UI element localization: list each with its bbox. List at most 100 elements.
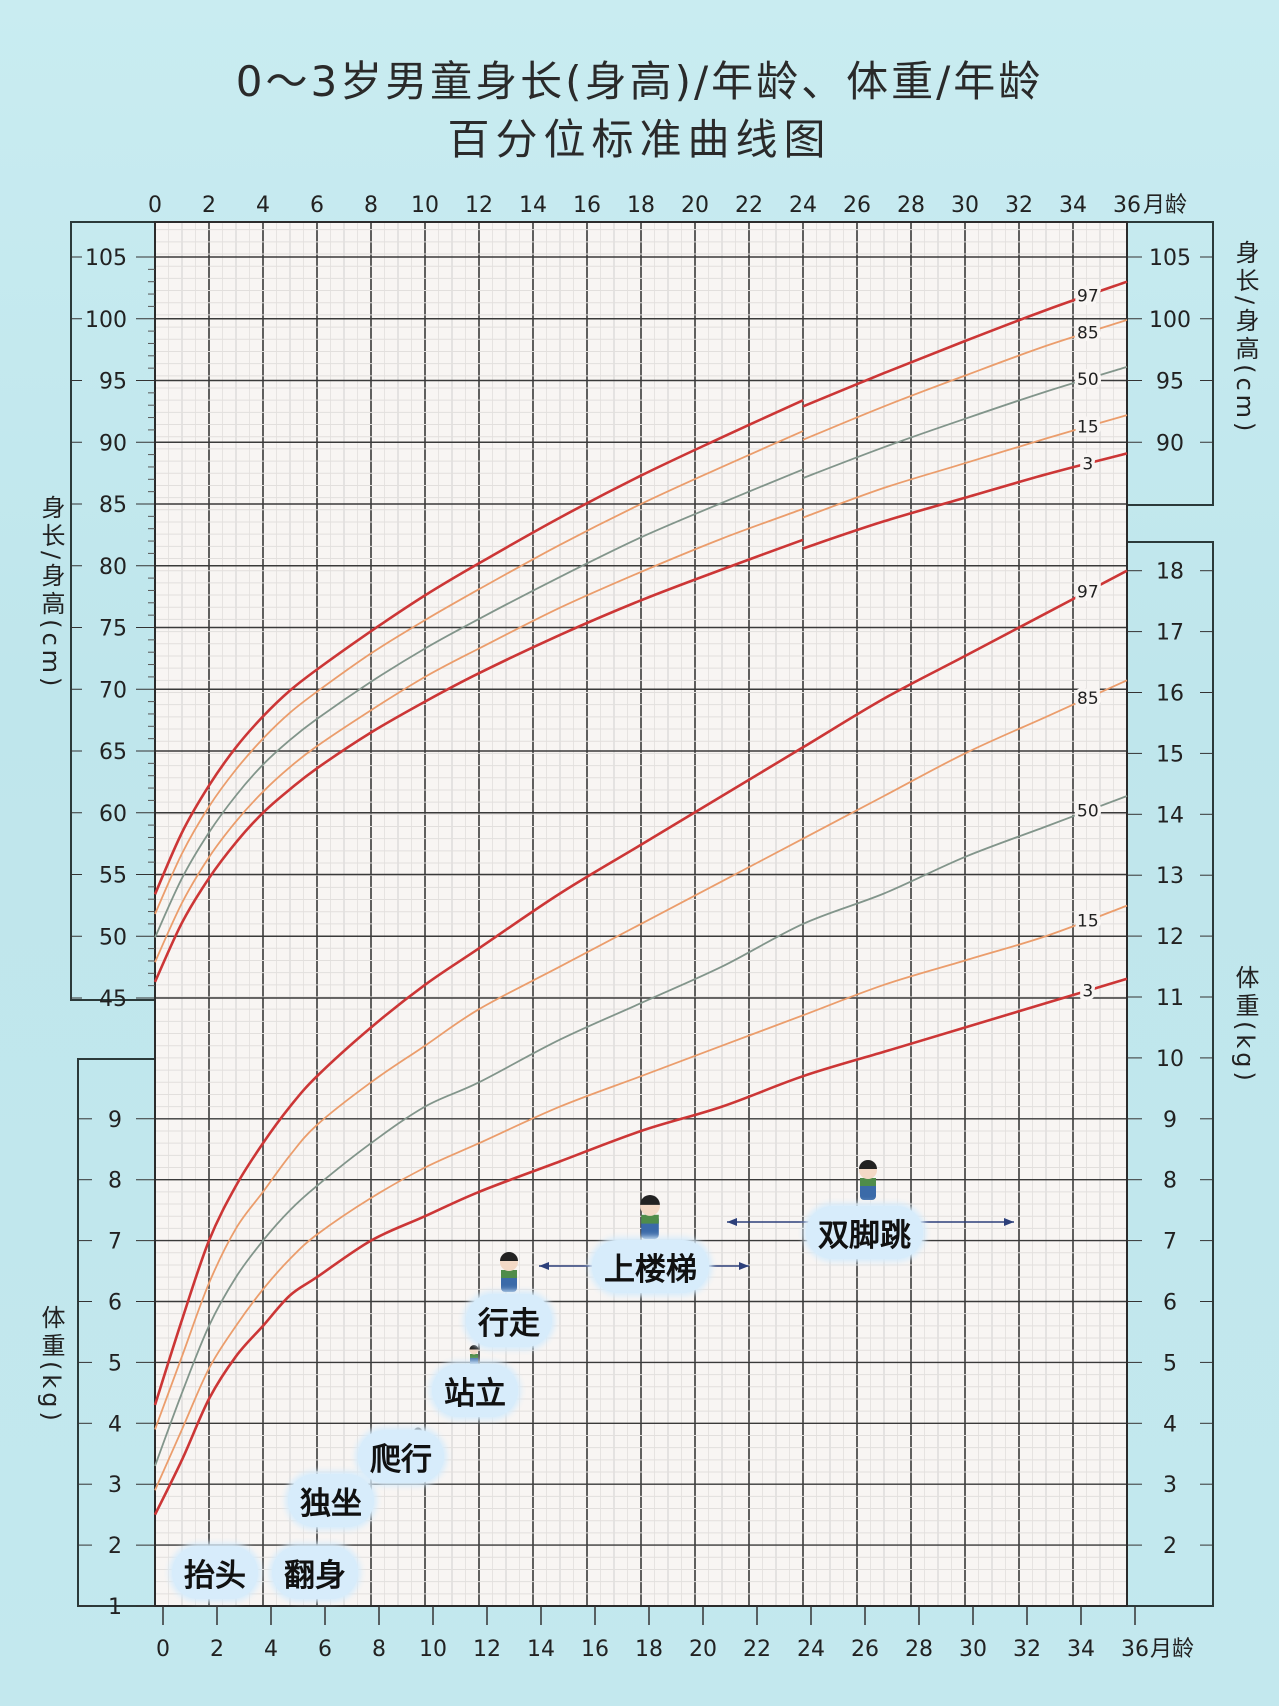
height-tick-label-left: 85 bbox=[99, 493, 127, 518]
weight-percentile-label-p15: 15 bbox=[1077, 911, 1099, 931]
height-tick-label-left: 65 bbox=[99, 740, 127, 765]
weight-curve-p3 bbox=[153, 977, 1128, 1516]
weight-tick-label-right: 2 bbox=[1163, 1534, 1177, 1559]
weight-tick-label-left: 5 bbox=[108, 1351, 122, 1376]
weight-tick-label-left: 9 bbox=[108, 1108, 122, 1133]
x-tick-label-bottom: 10 bbox=[419, 1637, 447, 1662]
height-percentile-label-p50: 50 bbox=[1077, 370, 1099, 390]
weight-tick-label-right: 5 bbox=[1163, 1351, 1177, 1376]
child-figure-shirt-icon bbox=[470, 1354, 478, 1358]
weight-tick-label-right: 3 bbox=[1163, 1473, 1177, 1498]
x-tick-label-bottom: 0 bbox=[156, 1637, 170, 1662]
height-tick-label-left: 70 bbox=[99, 678, 127, 703]
weight-tick-label-left: 1 bbox=[108, 1595, 122, 1620]
weight-curve-p85 bbox=[154, 679, 1128, 1430]
milestone-head-up: 抬头 bbox=[172, 1546, 258, 1599]
x-tick-label-top: 18 bbox=[627, 193, 655, 218]
height-tick-label-left: 60 bbox=[99, 802, 127, 827]
height-tick-label-right: 105 bbox=[1149, 246, 1191, 271]
x-tick-label-bottom: 6 bbox=[318, 1637, 332, 1662]
x-tick-label-bottom: 26 bbox=[851, 1637, 879, 1662]
weight-tick-label-right: 6 bbox=[1163, 1291, 1177, 1316]
height-tick-label-left: 95 bbox=[99, 370, 127, 395]
weight-panel-left bbox=[77, 1058, 156, 1607]
child-figure-hair-icon bbox=[500, 1252, 518, 1261]
height-percentile-label-p85: 85 bbox=[1077, 324, 1099, 344]
height-tick-label-left: 45 bbox=[99, 987, 127, 1012]
height-tick-label-left: 75 bbox=[99, 617, 127, 642]
child-figure-shirt-icon bbox=[860, 1178, 876, 1186]
milestone-jump: 双脚跳 bbox=[806, 1206, 923, 1259]
x-tick-label-bottom: 18 bbox=[635, 1637, 663, 1662]
x-tick-label-top: 4 bbox=[256, 193, 270, 218]
weight-tick-label-right: 17 bbox=[1156, 621, 1184, 646]
arrow-head-left-icon bbox=[727, 1218, 737, 1226]
milestone-walk: 行走 bbox=[466, 1294, 552, 1347]
height-curve-p97 bbox=[153, 399, 804, 895]
x-tick-label-top: 8 bbox=[364, 193, 378, 218]
x-tick-label-top: 12 bbox=[465, 193, 493, 218]
weight-tick-label-right: 4 bbox=[1163, 1412, 1177, 1437]
x-tick-label-bottom: 22 bbox=[743, 1637, 771, 1662]
milestone-stand: 站立 bbox=[432, 1364, 518, 1417]
height-axis-title-right: 身长/身高(cm) bbox=[1231, 240, 1259, 436]
weight-tick-label-right: 7 bbox=[1163, 1230, 1177, 1255]
weight-tick-label-left: 6 bbox=[108, 1291, 122, 1316]
arrow-head-right-icon bbox=[1004, 1218, 1014, 1226]
x-tick-label-top: 28 bbox=[897, 193, 925, 218]
height-tick-label-left: 105 bbox=[85, 246, 127, 271]
weight-curve-p97 bbox=[153, 569, 1128, 1406]
x-tick-label-top: 36 bbox=[1113, 193, 1141, 218]
weight-tick-label-left: 8 bbox=[108, 1169, 122, 1194]
weight-tick-label-right: 13 bbox=[1156, 864, 1184, 889]
weight-axis-title-right: 体重(kg) bbox=[1231, 965, 1259, 1085]
x-tick-label-top: 6 bbox=[310, 193, 324, 218]
x-tick-label-bottom: 16 bbox=[581, 1637, 609, 1662]
height-tick-label-right: 100 bbox=[1149, 308, 1191, 333]
x-tick-label-top: 32 bbox=[1005, 193, 1033, 218]
x-tick-label-bottom: 4 bbox=[264, 1637, 278, 1662]
height-curve-p50 bbox=[802, 366, 1128, 479]
height-tick-label-left: 50 bbox=[99, 925, 127, 950]
height-curve-p3 bbox=[802, 452, 1128, 550]
child-figure-hair-icon bbox=[469, 1345, 479, 1350]
milestone-roll-over: 翻身 bbox=[272, 1546, 358, 1599]
weight-tick-label-left: 7 bbox=[108, 1230, 122, 1255]
height-tick-label-left: 80 bbox=[99, 555, 127, 580]
x-tick-label-bottom: 28 bbox=[905, 1637, 933, 1662]
x-axis-unit-bottom: 月龄 bbox=[1150, 1637, 1194, 1662]
x-tick-label-top: 30 bbox=[951, 193, 979, 218]
milestone-crawl: 爬行 bbox=[358, 1430, 444, 1483]
x-tick-label-bottom: 30 bbox=[959, 1637, 987, 1662]
weight-tick-label-right: 11 bbox=[1156, 986, 1184, 1011]
x-tick-label-top: 10 bbox=[411, 193, 439, 218]
weight-curve-p50 bbox=[154, 795, 1128, 1467]
x-tick-label-bottom: 14 bbox=[527, 1637, 555, 1662]
weight-tick-label-right: 9 bbox=[1163, 1108, 1177, 1133]
height-tick-label-right: 95 bbox=[1156, 370, 1184, 395]
weight-tick-label-left: 4 bbox=[108, 1412, 122, 1437]
weight-tick-label-right: 18 bbox=[1156, 560, 1184, 585]
weight-tick-label-left: 2 bbox=[108, 1534, 122, 1559]
x-axis-unit-top: 月龄 bbox=[1143, 193, 1187, 218]
height-percentile-label-p3: 3 bbox=[1082, 455, 1093, 475]
x-tick-label-bottom: 36 bbox=[1121, 1637, 1149, 1662]
x-tick-label-bottom: 32 bbox=[1013, 1637, 1041, 1662]
arrow-head-right-icon bbox=[739, 1262, 749, 1270]
height-curve-p3 bbox=[153, 538, 804, 983]
weight-percentile-label-p85: 85 bbox=[1077, 689, 1099, 709]
chart-title-line1: 0～3岁男童身长(身高)/年龄、体重/年龄 bbox=[235, 57, 1044, 106]
height-tick-label-left: 90 bbox=[99, 431, 127, 456]
weight-tick-label-right: 16 bbox=[1156, 682, 1184, 707]
x-tick-label-top: 14 bbox=[519, 193, 547, 218]
x-tick-label-bottom: 8 bbox=[372, 1637, 386, 1662]
weight-tick-label-right: 12 bbox=[1156, 925, 1184, 950]
weight-tick-label-right: 8 bbox=[1163, 1169, 1177, 1194]
weight-percentile-label-p50: 50 bbox=[1077, 802, 1099, 822]
weight-tick-label-right: 10 bbox=[1156, 1047, 1184, 1072]
x-tick-label-top: 22 bbox=[735, 193, 763, 218]
weight-percentile-label-p3: 3 bbox=[1082, 982, 1093, 1002]
height-curve-p15 bbox=[154, 508, 804, 963]
height-curve-p85 bbox=[802, 319, 1128, 441]
